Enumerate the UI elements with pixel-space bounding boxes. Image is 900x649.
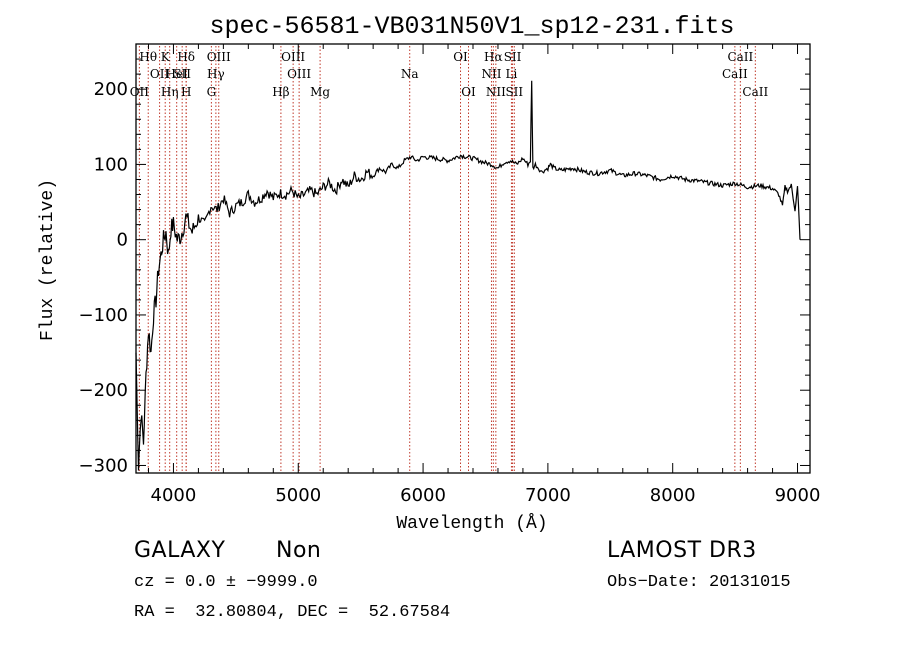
x-tick-label: 6000 (400, 485, 446, 506)
y-axis-label: Flux (relative) (38, 179, 58, 341)
line-label-oiii-b: OIII (281, 50, 305, 64)
line-label-hγ: Hγ (207, 67, 225, 81)
line-label-sii-a: SII (504, 50, 522, 64)
y-axis-ticks: −300 −200 −100 0 100 200 (79, 58, 810, 476)
x-axis-label: Wavelength (Å) (396, 513, 547, 534)
x-tick-label: 5000 (275, 485, 321, 506)
y-tick-label: −200 (79, 380, 128, 401)
line-label-oii: OII (130, 85, 150, 99)
chart-title: spec-56581-VB031N50V1_sp12-231.fits (209, 12, 734, 41)
line-label-na: Na (401, 67, 419, 81)
line-label-hβ: Hβ (272, 85, 289, 99)
line-label-mg: Mg (310, 85, 330, 99)
line-label-sii-b: SII (505, 85, 523, 99)
y-tick-label: −100 (79, 305, 128, 326)
line-label-k: K (161, 50, 171, 64)
spectral-line-labels: OII Hθ OII Hη HeI K H Hδ SII OIII Hγ G Hβ OIII OIII Mg N… (130, 50, 769, 99)
line-label-nii-b: NII (486, 85, 506, 99)
plot-frame (135, 43, 811, 474)
y-tick-label: −300 (79, 455, 128, 476)
line-label-hα: Hα (484, 50, 503, 64)
survey-name: LAMOST DR3 (607, 538, 757, 563)
line-label-g: G (207, 85, 217, 99)
line-label-h: H (181, 85, 191, 99)
x-tick-label: 4000 (151, 485, 197, 506)
spectral-line-markers (138, 46, 756, 472)
spectrum-line (135, 80, 801, 471)
line-label-oi-a: OI (453, 50, 468, 64)
line-label-caii-c: CaII (742, 85, 768, 99)
line-label-hη: Hη (161, 85, 179, 99)
y-tick-label: 200 (94, 79, 128, 100)
y-tick-label: 0 (117, 230, 128, 251)
line-label-hθ: Hθ (139, 50, 157, 64)
line-label-caii-a: CaII (722, 67, 748, 81)
line-label-oiii-a: OIII (207, 50, 231, 64)
line-label-oi-b: OI (461, 85, 476, 99)
y-tick-label: 100 (94, 154, 128, 175)
line-label-hei: HeI (166, 67, 189, 81)
line-label-li: Li (506, 67, 518, 81)
observation-date: Obs−Date: 20131015 (607, 573, 791, 592)
line-label-sii: SII (173, 67, 191, 81)
redshift-info: cz = 0.0 ± −9999.0 (134, 573, 318, 592)
object-subclass: Non (276, 538, 322, 563)
line-label-caii-b: CaII (727, 50, 753, 64)
object-class: GALAXY (134, 538, 226, 563)
line-label-hδ: Hδ (177, 50, 195, 64)
line-label-nii-a: NII (481, 67, 501, 81)
x-axis-ticks: 4000 5000 6000 7000 8000 9000 (147, 44, 821, 506)
line-label-oiii-c: OIII (287, 67, 311, 81)
line-label-oii-a: OII (150, 67, 170, 81)
x-tick-label: 8000 (650, 485, 696, 506)
ra-dec-info: RA = 32.80804, DEC = 52.67584 (134, 603, 451, 622)
x-tick-label: 9000 (775, 485, 821, 506)
x-tick-label: 7000 (525, 485, 571, 506)
